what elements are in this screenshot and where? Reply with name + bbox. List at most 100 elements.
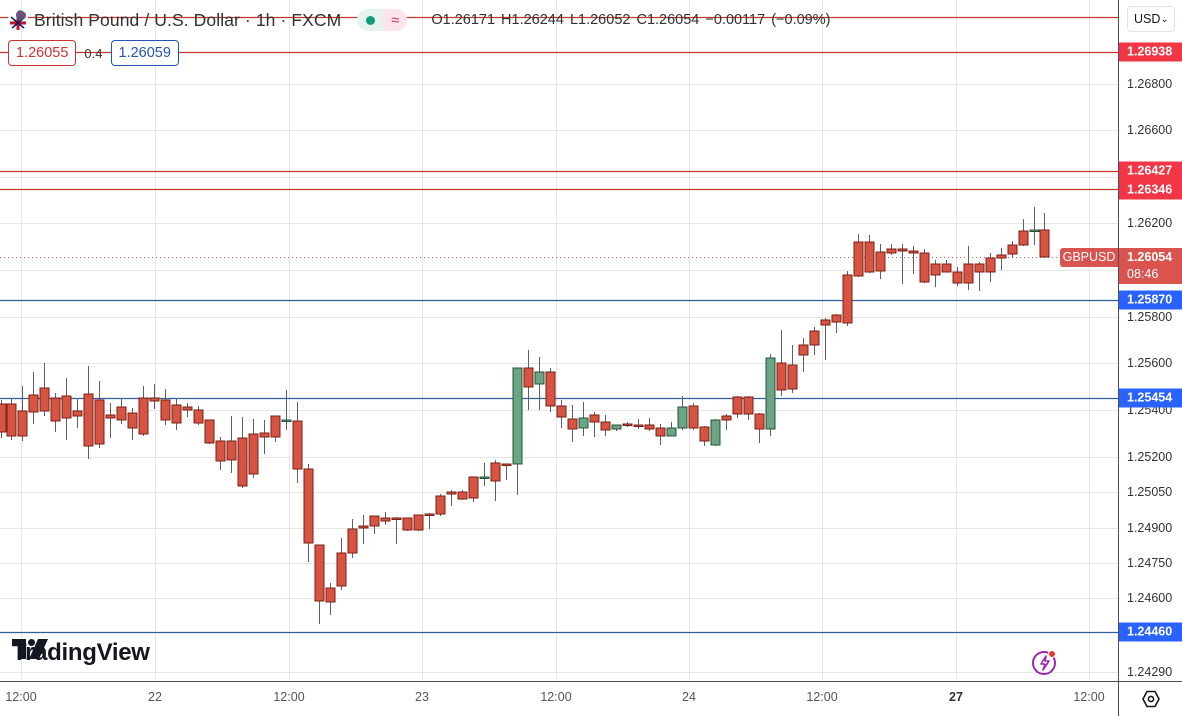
candle[interactable]: [831, 314, 842, 333]
candle[interactable]: [710, 419, 721, 446]
candle[interactable]: [754, 413, 765, 443]
candle[interactable]: [611, 424, 622, 431]
candle[interactable]: [996, 248, 1007, 270]
candle[interactable]: [83, 366, 94, 459]
candle[interactable]: [457, 490, 468, 500]
candle[interactable]: [127, 408, 138, 440]
candle[interactable]: [380, 512, 391, 525]
candle[interactable]: [17, 386, 28, 441]
candlestick-chart[interactable]: [0, 0, 1118, 681]
candle[interactable]: [1007, 241, 1018, 258]
candle[interactable]: [622, 422, 633, 427]
candle[interactable]: [193, 406, 204, 425]
candle[interactable]: [0, 400, 7, 438]
candle[interactable]: [776, 330, 787, 396]
candle[interactable]: [666, 422, 677, 437]
candle[interactable]: [39, 363, 50, 416]
candle[interactable]: [512, 367, 523, 495]
candle[interactable]: [842, 271, 853, 326]
candle[interactable]: [116, 398, 127, 424]
candle[interactable]: [171, 398, 182, 430]
candle[interactable]: [765, 354, 776, 436]
candle[interactable]: [138, 386, 149, 436]
candle[interactable]: [1018, 219, 1029, 246]
candle[interactable]: [160, 389, 171, 425]
candle[interactable]: [677, 396, 688, 430]
candle[interactable]: [688, 403, 699, 430]
candle[interactable]: [424, 513, 435, 529]
candle[interactable]: [908, 246, 919, 274]
candle[interactable]: [820, 318, 831, 360]
chart-settings-button[interactable]: [1118, 681, 1182, 716]
candle[interactable]: [215, 437, 226, 470]
candle[interactable]: [347, 519, 358, 558]
candle[interactable]: [743, 396, 754, 420]
candle[interactable]: [6, 398, 17, 440]
candle[interactable]: [402, 517, 413, 531]
symbol-title[interactable]: British Pound / U.S. Dollar · 1h · FXCM: [34, 9, 342, 30]
candle[interactable]: [875, 244, 886, 279]
candle[interactable]: [985, 253, 996, 282]
candle[interactable]: [974, 262, 985, 291]
candle[interactable]: [281, 390, 292, 430]
sell-price-button[interactable]: 1.26055: [8, 40, 77, 66]
candle[interactable]: [963, 246, 974, 290]
candle[interactable]: [226, 416, 237, 473]
candle[interactable]: [919, 249, 930, 283]
candle[interactable]: [369, 515, 380, 534]
candle[interactable]: [237, 417, 248, 488]
candle[interactable]: [270, 415, 281, 442]
currency-selector[interactable]: USD ⌄: [1127, 6, 1175, 32]
candle[interactable]: [1029, 207, 1040, 245]
candle[interactable]: [149, 384, 160, 409]
candle[interactable]: [479, 463, 490, 486]
market-status[interactable]: ≈: [357, 9, 408, 31]
candle[interactable]: [182, 403, 193, 417]
candle[interactable]: [259, 420, 270, 454]
candle[interactable]: [358, 515, 369, 544]
candle[interactable]: [534, 357, 545, 410]
candle[interactable]: [292, 402, 303, 483]
candle[interactable]: [413, 514, 424, 531]
candle[interactable]: [325, 583, 336, 615]
candle[interactable]: [523, 350, 534, 410]
candle[interactable]: [853, 234, 864, 277]
candle[interactable]: [864, 235, 875, 273]
candle[interactable]: [578, 402, 589, 436]
candle[interactable]: [314, 544, 325, 624]
candle[interactable]: [721, 414, 732, 430]
candle[interactable]: [732, 396, 743, 418]
candle[interactable]: [655, 424, 666, 445]
candle[interactable]: [105, 403, 116, 438]
candle[interactable]: [204, 419, 215, 444]
candle[interactable]: [545, 368, 556, 412]
candle[interactable]: [50, 393, 61, 432]
candle[interactable]: [798, 338, 809, 372]
candle[interactable]: [952, 267, 963, 286]
candle[interactable]: [446, 490, 457, 506]
candle[interactable]: [567, 405, 578, 442]
candle[interactable]: [468, 476, 479, 502]
candle[interactable]: [600, 415, 611, 436]
candle[interactable]: [644, 418, 655, 431]
candle[interactable]: [61, 378, 72, 440]
candle[interactable]: [787, 345, 798, 393]
candle[interactable]: [886, 244, 897, 255]
time-axis[interactable]: 12:00 22 12:00 23 12:00 24 12:00 27 12:00: [0, 681, 1118, 716]
candle[interactable]: [248, 419, 259, 478]
candle[interactable]: [941, 260, 952, 273]
candle[interactable]: [490, 460, 501, 501]
chart-pane[interactable]: British Pound / U.S. Dollar · 1h · FXCM …: [0, 0, 1118, 681]
candle[interactable]: [303, 464, 314, 562]
candle[interactable]: [633, 419, 644, 429]
buy-price-button[interactable]: 1.26059: [110, 40, 179, 66]
candle[interactable]: [589, 412, 600, 437]
candle[interactable]: [435, 494, 446, 516]
tradingview-logo[interactable]: TradingView: [12, 639, 150, 667]
candle[interactable]: [501, 463, 512, 480]
candle[interactable]: [930, 260, 941, 287]
candle[interactable]: [699, 426, 710, 446]
candle[interactable]: [72, 398, 83, 428]
candle[interactable]: [94, 381, 105, 448]
candle[interactable]: [28, 372, 39, 424]
